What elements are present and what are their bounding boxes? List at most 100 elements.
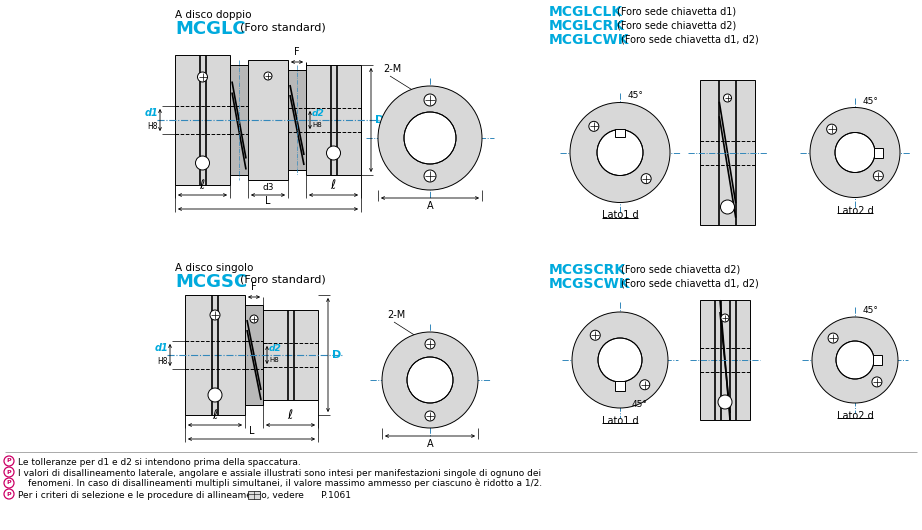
Text: H8: H8 [148,122,158,131]
Text: 45°: 45° [628,92,644,101]
Circle shape [425,411,435,421]
Circle shape [720,200,735,214]
Text: Lato2 d: Lato2 d [836,411,873,421]
Bar [185,295,245,415]
Text: d1: d1 [144,108,158,118]
Circle shape [4,489,14,499]
Circle shape [718,395,732,409]
Circle shape [424,94,436,106]
Text: F: F [251,282,257,292]
Circle shape [812,317,898,403]
Text: H8: H8 [312,122,322,128]
Text: 2-M: 2-M [383,64,401,74]
Text: $\ell$: $\ell$ [199,178,206,192]
Circle shape [407,357,453,403]
Text: Lato2 d: Lato2 d [836,206,873,216]
Bar [615,381,625,391]
Circle shape [810,108,900,198]
Text: H8: H8 [269,357,278,363]
Text: (Foro standard): (Foro standard) [240,22,325,32]
Circle shape [589,121,598,131]
Circle shape [425,339,435,349]
Text: d1: d1 [154,343,168,353]
Text: P: P [6,470,11,474]
Bar [288,70,306,170]
Text: MCGLCRK: MCGLCRK [549,19,625,33]
Circle shape [424,170,436,182]
Circle shape [641,174,651,184]
Text: MCGSCWK: MCGSCWK [549,277,631,291]
Text: (Foro sede chiavetta d1): (Foro sede chiavetta d1) [617,7,736,17]
Text: 45°: 45° [632,400,648,409]
Text: (Foro sede chiavetta d2): (Foro sede chiavetta d2) [621,265,740,275]
Circle shape [326,146,340,160]
Text: Le tolleranze per d1 e d2 si intendono prima della spaccatura.: Le tolleranze per d1 e d2 si intendono p… [18,458,301,467]
Text: 2-M: 2-M [387,310,406,320]
Circle shape [404,112,456,164]
Bar [306,65,361,175]
Bar [248,491,260,499]
Text: d2: d2 [269,344,282,353]
Text: MCGLC: MCGLC [175,20,245,38]
Circle shape [721,314,729,322]
Bar [874,147,883,157]
Text: A disco doppio: A disco doppio [175,10,252,20]
Circle shape [836,341,874,379]
Circle shape [250,315,258,323]
Text: Lato1 d: Lato1 d [602,416,638,426]
Circle shape [827,124,836,134]
Circle shape [598,338,642,382]
Circle shape [4,467,14,477]
Circle shape [208,388,222,402]
Text: Lato1 d: Lato1 d [602,210,638,220]
Bar [230,65,248,175]
Text: P: P [6,491,11,497]
Text: $\ell$: $\ell$ [212,408,219,422]
Text: $\ell$: $\ell$ [330,178,337,192]
Bar [248,60,288,180]
Text: 45°: 45° [863,306,879,315]
Text: P: P [6,481,11,485]
Circle shape [597,129,643,175]
Circle shape [210,310,220,320]
Text: 45°: 45° [863,96,879,105]
Bar [700,80,755,225]
Text: A disco singolo: A disco singolo [175,263,254,273]
Text: fenomeni. In caso di disallineamenti multipli simultanei, il valore massimo amme: fenomeni. In caso di disallineamenti mul… [28,478,542,488]
Text: $\ell$: $\ell$ [288,408,294,422]
Text: d3: d3 [262,183,274,192]
Text: D: D [375,115,384,125]
Text: A: A [427,201,433,211]
Text: d2: d2 [312,109,325,118]
Circle shape [835,132,875,172]
Circle shape [872,377,882,387]
Circle shape [873,171,883,181]
Circle shape [640,380,650,390]
Text: (Foro sede chiavetta d1, d2): (Foro sede chiavetta d1, d2) [621,279,759,289]
Text: (Foro sede chiavetta d1, d2): (Foro sede chiavetta d1, d2) [621,35,759,45]
Text: F: F [294,47,300,57]
Text: H8: H8 [158,357,168,366]
Text: I valori di disallineamento laterale, angolare e assiale illustrati sono intesi : I valori di disallineamento laterale, an… [18,469,541,478]
Text: MCGSCRK: MCGSCRK [549,263,626,277]
Text: MCGLCWK: MCGLCWK [549,33,630,47]
Circle shape [724,94,731,102]
Circle shape [572,312,668,408]
Bar [175,55,230,185]
Text: L: L [266,196,271,206]
Text: L: L [249,426,254,436]
Circle shape [264,72,272,80]
Circle shape [4,456,14,466]
Text: MCGLCLK: MCGLCLK [549,5,623,19]
Text: (Foro standard): (Foro standard) [240,275,325,285]
Circle shape [197,72,207,82]
Circle shape [4,478,14,488]
Bar [873,355,882,365]
Bar [245,305,263,405]
Bar [615,128,625,137]
Circle shape [195,156,209,170]
Circle shape [378,86,482,190]
Text: A: A [427,439,433,449]
Bar [263,310,318,400]
Circle shape [382,332,478,428]
